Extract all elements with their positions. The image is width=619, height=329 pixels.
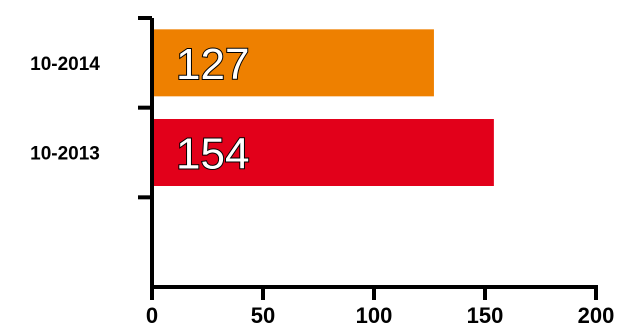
data-label: 127 (176, 40, 249, 89)
x-tick-label: 50 (251, 303, 275, 328)
data-label: 154 (176, 130, 249, 179)
x-tick-labels-group: 0 50 100 150 200 (146, 303, 614, 328)
x-ticks-group (150, 287, 598, 300)
bars-group (154, 29, 494, 186)
category-label: 10-2014 (30, 54, 100, 75)
bar (154, 119, 494, 186)
x-tick-label: 0 (146, 303, 158, 328)
data-labels-group: 127 154 (175, 39, 250, 180)
x-tick-label: 150 (467, 303, 504, 328)
bar (154, 29, 434, 97)
category-labels-group: 10-2014 10-2013 (30, 54, 100, 165)
x-tick-label: 100 (356, 303, 393, 328)
x-tick-label: 200 (578, 303, 615, 328)
category-label: 10-2013 (30, 144, 100, 165)
y-ticks-group (138, 16, 152, 200)
